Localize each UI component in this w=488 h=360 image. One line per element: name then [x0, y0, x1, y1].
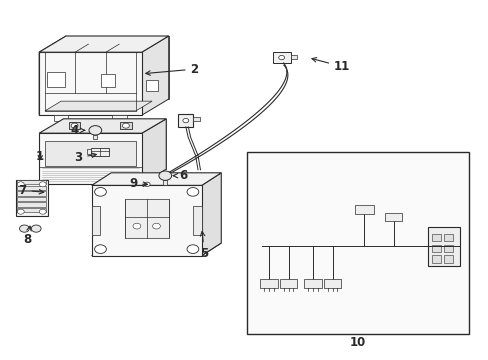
Polygon shape [260, 279, 277, 288]
Bar [124, 199, 168, 238]
Text: 7: 7 [19, 184, 43, 197]
Circle shape [89, 126, 102, 135]
Polygon shape [63, 119, 166, 169]
Text: 3: 3 [74, 151, 96, 164]
Circle shape [18, 209, 24, 214]
Polygon shape [86, 149, 91, 154]
Text: 4: 4 [70, 124, 84, 137]
Bar [163, 180, 167, 185]
Polygon shape [139, 179, 155, 189]
Circle shape [20, 225, 29, 232]
Bar [18, 197, 46, 201]
Bar [443, 245, 452, 252]
Circle shape [133, 223, 141, 229]
Bar [18, 208, 46, 212]
Polygon shape [178, 114, 193, 127]
Bar [120, 122, 132, 129]
Polygon shape [92, 173, 221, 185]
Polygon shape [427, 227, 459, 266]
Polygon shape [142, 119, 166, 184]
Circle shape [31, 225, 41, 232]
Polygon shape [323, 279, 341, 288]
Text: 2: 2 [145, 63, 198, 76]
Text: 10: 10 [349, 336, 366, 349]
Polygon shape [91, 148, 109, 156]
Circle shape [186, 188, 198, 196]
Circle shape [18, 182, 24, 187]
Circle shape [144, 182, 150, 186]
Polygon shape [279, 279, 297, 288]
Polygon shape [112, 115, 127, 121]
Polygon shape [39, 36, 168, 52]
Polygon shape [354, 205, 373, 214]
Bar [45, 141, 136, 166]
Circle shape [122, 123, 129, 128]
Text: 9: 9 [129, 177, 147, 190]
Bar [93, 135, 97, 139]
Circle shape [94, 188, 106, 196]
Polygon shape [45, 101, 152, 111]
Polygon shape [66, 36, 168, 99]
Bar [47, 72, 64, 87]
Text: 11: 11 [311, 58, 350, 73]
Polygon shape [201, 173, 221, 256]
Bar [443, 256, 452, 263]
Polygon shape [384, 213, 402, 221]
Text: 8: 8 [23, 226, 31, 246]
Polygon shape [92, 185, 201, 256]
Polygon shape [16, 180, 48, 216]
Polygon shape [39, 133, 142, 184]
Circle shape [159, 171, 171, 180]
Polygon shape [92, 243, 221, 256]
Bar [18, 180, 46, 184]
Circle shape [152, 223, 160, 229]
Polygon shape [304, 279, 321, 288]
Bar [246, 152, 468, 334]
Polygon shape [272, 52, 290, 63]
Bar [18, 186, 46, 190]
Text: 5: 5 [200, 231, 208, 260]
Bar [145, 80, 158, 91]
Polygon shape [39, 119, 166, 133]
Polygon shape [290, 55, 297, 59]
Polygon shape [39, 36, 66, 115]
Bar [18, 191, 46, 195]
Bar [443, 234, 452, 241]
Bar [431, 256, 440, 263]
Polygon shape [39, 52, 142, 115]
Polygon shape [54, 115, 68, 121]
Polygon shape [193, 117, 199, 121]
Bar [431, 245, 440, 252]
Circle shape [183, 118, 188, 123]
Circle shape [71, 123, 78, 128]
Circle shape [278, 55, 284, 60]
Bar [431, 234, 440, 241]
Circle shape [94, 245, 106, 253]
Text: 1: 1 [36, 150, 44, 163]
Circle shape [39, 182, 46, 187]
Bar [101, 74, 115, 87]
Bar [18, 202, 46, 207]
Text: 6: 6 [173, 169, 187, 182]
Polygon shape [92, 207, 101, 235]
Polygon shape [142, 36, 168, 115]
Polygon shape [192, 207, 201, 235]
Circle shape [186, 245, 198, 253]
Bar [68, 122, 80, 129]
Circle shape [39, 209, 46, 214]
